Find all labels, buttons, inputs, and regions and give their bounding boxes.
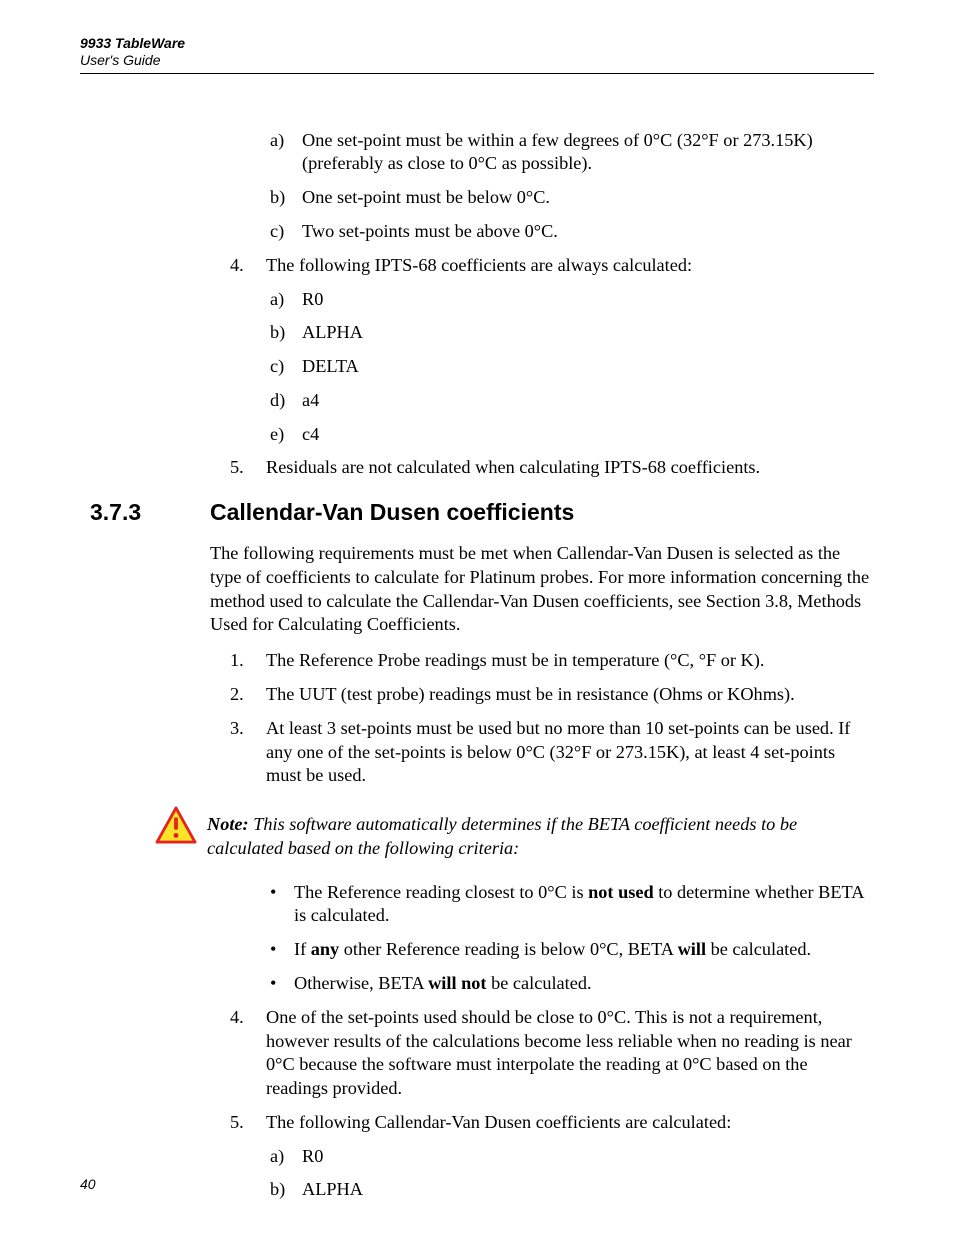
note-label: Note:: [207, 814, 249, 834]
bullet-item: • The Reference reading closest to 0°C i…: [270, 881, 874, 929]
text: One of the set-points used should be clo…: [266, 1006, 874, 1101]
list-item: b) ALPHA: [270, 321, 874, 345]
list-item: 1. The Reference Probe readings must be …: [230, 649, 874, 673]
text: R0: [302, 1145, 323, 1169]
list-item: 2. The UUT (test probe) readings must be…: [230, 683, 874, 707]
paragraph: The following requirements must be met w…: [210, 542, 874, 637]
note-block: Note: This software automatically determ…: [155, 806, 874, 861]
warning-icon: [155, 806, 197, 844]
note-text: Note: This software automatically determ…: [207, 806, 874, 861]
bullet-marker: •: [270, 881, 294, 929]
list-item: b) One set-point must be below 0°C.: [270, 186, 874, 210]
text: DELTA: [302, 355, 359, 379]
marker: 5.: [230, 1111, 266, 1135]
doc-name: User's Guide: [80, 52, 874, 69]
text: The Reference reading closest to 0°C is …: [294, 881, 874, 929]
section-heading: 3.7.3 Callendar-Van Dusen coefficients: [80, 498, 874, 528]
list-item: c) DELTA: [270, 355, 874, 379]
text: The following Callendar-Van Dusen coeffi…: [266, 1111, 874, 1135]
page-content: a) One set-point must be within a few de…: [210, 129, 874, 1203]
bullet-item: • If any other Reference reading is belo…: [270, 938, 874, 962]
text: c4: [302, 423, 319, 447]
section-number: 3.7.3: [80, 498, 210, 528]
text: R0: [302, 288, 323, 312]
marker: 4.: [230, 1006, 266, 1101]
note-body: This software automatically determines i…: [207, 814, 797, 858]
list-item: a) One set-point must be within a few de…: [270, 129, 874, 177]
list-item: 4. One of the set-points used should be …: [230, 1006, 874, 1101]
marker: a): [270, 1145, 302, 1169]
marker: b): [270, 1178, 302, 1202]
list-item: 5. Residuals are not calculated when cal…: [230, 456, 874, 480]
text: At least 3 set-points must be used but n…: [266, 717, 874, 788]
bullet-marker: •: [270, 972, 294, 996]
text: If any other Reference reading is below …: [294, 938, 874, 962]
bullet-marker: •: [270, 938, 294, 962]
marker: c): [270, 355, 302, 379]
marker: b): [270, 186, 302, 210]
list-item: 3. At least 3 set-points must be used bu…: [230, 717, 874, 788]
product-name: 9933 TableWare: [80, 35, 874, 52]
text: a4: [302, 389, 319, 413]
text: ALPHA: [302, 1178, 363, 1202]
marker: 2.: [230, 683, 266, 707]
marker: c): [270, 220, 302, 244]
marker: 3.: [230, 717, 266, 788]
page-header: 9933 TableWare User's Guide: [80, 35, 874, 74]
list-item: e) c4: [270, 423, 874, 447]
list-item: a) R0: [270, 288, 874, 312]
text: The UUT (test probe) readings must be in…: [266, 683, 874, 707]
list-item: 5. The following Callendar-Van Dusen coe…: [230, 1111, 874, 1135]
marker: e): [270, 423, 302, 447]
list-item: c) Two set-points must be above 0°C.: [270, 220, 874, 244]
list-item: b) ALPHA: [270, 1178, 874, 1202]
marker: a): [270, 129, 302, 177]
text: ALPHA: [302, 321, 363, 345]
text: The Reference Probe readings must be in …: [266, 649, 874, 673]
text: One set-point must be below 0°C.: [302, 186, 550, 210]
marker: d): [270, 389, 302, 413]
bullet-item: • Otherwise, BETA will not be calculated…: [270, 972, 874, 996]
marker: b): [270, 321, 302, 345]
text: The following IPTS-68 coefficients are a…: [266, 254, 874, 278]
marker: 1.: [230, 649, 266, 673]
marker: 5.: [230, 456, 266, 480]
marker: a): [270, 288, 302, 312]
list-item: 4. The following IPTS-68 coefficients ar…: [230, 254, 874, 278]
page-number: 40: [80, 1176, 96, 1192]
text: One set-point must be within a few degre…: [302, 129, 874, 177]
list-item: a) R0: [270, 1145, 874, 1169]
text: Two set-points must be above 0°C.: [302, 220, 558, 244]
section-title: Callendar-Van Dusen coefficients: [210, 498, 574, 528]
text: Otherwise, BETA will not be calculated.: [294, 972, 874, 996]
text: Residuals are not calculated when calcul…: [266, 456, 874, 480]
list-item: d) a4: [270, 389, 874, 413]
marker: 4.: [230, 254, 266, 278]
